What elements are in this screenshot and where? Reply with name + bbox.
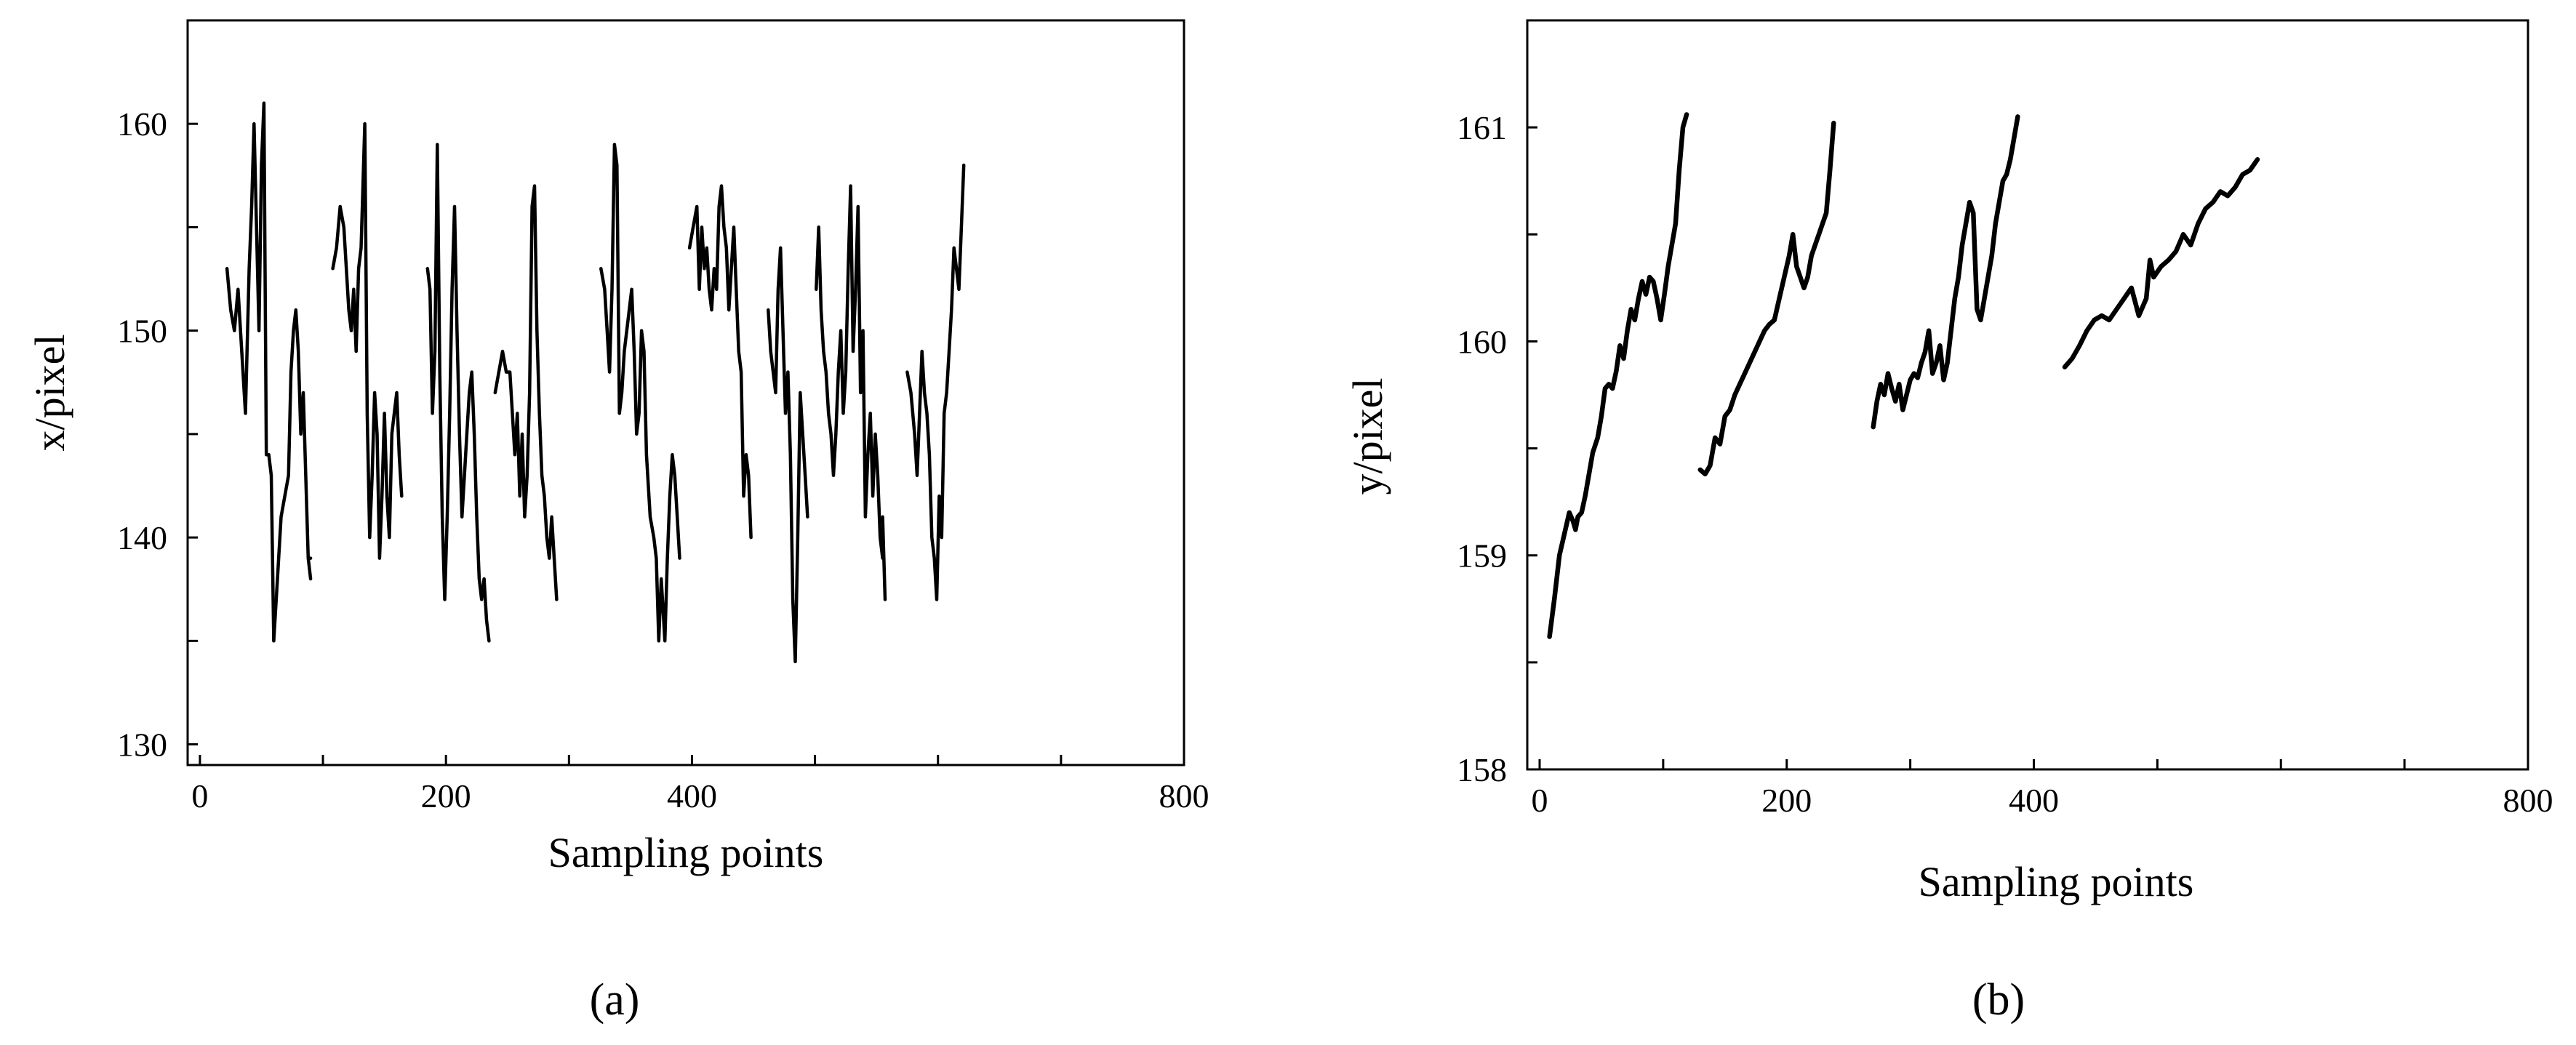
y-tick-label: 150 — [117, 313, 167, 350]
plot-area-a — [186, 19, 1185, 766]
x-tick-label: 0 — [191, 777, 208, 814]
series-line-segment-10 — [815, 184, 884, 560]
series-line-segment-2 — [1697, 121, 1836, 477]
series-line-segment-3 — [306, 556, 313, 581]
y-tick-label: 130 — [117, 726, 167, 764]
series-line-segment-1 — [225, 101, 276, 643]
x-tick-label: 800 — [2503, 782, 2553, 819]
y-tick-label: 160 — [1457, 323, 1507, 360]
panel-label-b: (b) — [1972, 975, 2025, 1025]
series-line-segment-9 — [767, 246, 809, 664]
y-tick-label: 140 — [117, 519, 167, 556]
series-line-segment-4 — [331, 121, 404, 560]
x-tick-label: 200 — [421, 777, 471, 814]
series-line-segment-12 — [905, 163, 966, 601]
x-tick-label: 0 — [1531, 782, 1548, 819]
series-group-b — [1547, 112, 2260, 639]
axis-ticks-b — [1527, 126, 2529, 771]
panel-b: 0 200 400 800 158 159 160 161 Sampling points y… — [1344, 19, 2553, 1025]
series-line-segment-6 — [493, 184, 559, 601]
series-line-segment-4 — [2062, 157, 2260, 369]
series-line-segment-7 — [599, 143, 681, 643]
y-axis-label-b: y/pixel — [1344, 377, 1391, 495]
x-tick-label: 800 — [1159, 777, 1209, 814]
series-group-a — [225, 101, 966, 664]
plot-area-b — [1526, 19, 2529, 771]
y-tick-label: 159 — [1457, 537, 1507, 574]
axis-ticks-a — [188, 122, 1185, 765]
x-tick-label: 200 — [1761, 782, 1812, 819]
series-line-segment-1 — [1547, 112, 1689, 639]
y-tick-label: 158 — [1457, 751, 1507, 788]
panel-label-a: (a) — [590, 975, 640, 1025]
x-axis-label-a: Sampling points — [548, 829, 824, 876]
y-tick-label: 161 — [1457, 109, 1507, 146]
series-line-segment-11 — [881, 515, 887, 601]
x-tick-label: 400 — [667, 777, 717, 814]
series-line-segment-2 — [272, 308, 313, 643]
x-axis-label-b: Sampling points — [1919, 858, 2194, 905]
series-line-segment-3 — [1871, 114, 2020, 430]
tick-labels-b: 0 200 400 800 158 159 160 161 — [1457, 109, 2553, 819]
tick-labels-a: 0 200 400 800 130 140 150 160 — [117, 105, 1209, 814]
x-tick-label: 400 — [2009, 782, 2059, 819]
y-axis-label-a: x/pixel — [26, 334, 73, 451]
y-tick-label: 160 — [117, 105, 167, 143]
series-line-segment-5 — [425, 143, 491, 643]
panel-a: 0 200 400 800 130 140 150 160 Sampling points x… — [26, 19, 1209, 1025]
series-line-segment-8 — [687, 184, 753, 540]
